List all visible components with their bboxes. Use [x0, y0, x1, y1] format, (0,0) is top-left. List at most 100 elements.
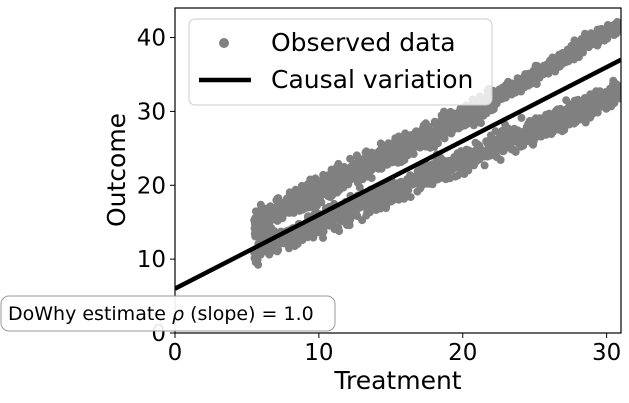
observed-data-point	[558, 49, 567, 57]
legend-label-causal: Causal variation	[271, 65, 473, 94]
annotation-prefix: DoWhy estimate	[8, 303, 172, 325]
observed-data-point	[294, 199, 303, 208]
observed-data-point	[384, 139, 393, 148]
observed-data-point	[452, 161, 461, 169]
observed-data-point	[529, 66, 538, 75]
annotation-box	[0, 295, 336, 332]
observed-data-point	[514, 126, 523, 135]
observed-data-point	[551, 122, 559, 131]
observed-data-point	[409, 150, 418, 158]
observed-data-point	[333, 174, 342, 183]
observed-data-point	[374, 186, 383, 195]
observed-data-point	[334, 223, 343, 232]
observed-data-point	[371, 196, 380, 205]
observed-data-point	[556, 123, 565, 131]
y-axis-label: Outcome	[102, 113, 131, 227]
observed-data-point	[349, 207, 358, 216]
observed-data-point	[562, 105, 571, 114]
observed-data-point	[462, 109, 471, 118]
observed-data-point	[333, 188, 342, 197]
observed-data-point	[547, 59, 556, 68]
observed-data-point	[564, 57, 573, 66]
observed-data-point	[540, 118, 549, 127]
legend: Observed data Causal variation	[188, 18, 493, 106]
y-tick-label: 40	[137, 26, 166, 52]
observed-data-point	[389, 183, 397, 192]
y-tick-label: 20	[137, 173, 166, 199]
observed-data-point	[313, 190, 322, 199]
observed-data-point	[408, 130, 417, 139]
observed-data-point	[428, 132, 437, 141]
observed-data-point	[281, 199, 290, 208]
observed-data-point	[269, 208, 278, 217]
observed-data-point	[574, 113, 583, 122]
observed-data-point	[459, 153, 468, 162]
observed-data-point	[280, 239, 289, 248]
observed-data-point	[251, 207, 260, 216]
observed-data-point	[346, 154, 355, 163]
observed-data-point	[489, 135, 498, 144]
observed-data-point	[278, 209, 287, 218]
observed-data-point	[392, 150, 401, 159]
observed-data-point	[345, 217, 354, 226]
observed-data-point	[440, 134, 449, 143]
observed-data-point	[517, 80, 525, 89]
observed-data-point	[340, 211, 349, 220]
observed-data-point	[309, 233, 318, 242]
x-axis: 0 10 20 30	[168, 333, 621, 366]
observed-data-point	[598, 25, 607, 34]
legend-marker-observed	[219, 38, 229, 48]
x-axis-label: Treatment	[333, 366, 461, 395]
observed-data-point	[564, 118, 572, 126]
observed-data-point	[496, 156, 505, 164]
y-tick-label: 10	[137, 247, 166, 273]
observed-data-point	[355, 202, 364, 211]
annotation-symbol: ρ	[172, 303, 184, 325]
observed-data-point	[394, 132, 403, 141]
observed-data-point	[495, 85, 504, 94]
observed-data-point	[531, 121, 540, 130]
observed-data-point	[509, 134, 518, 143]
observed-data-point	[311, 174, 320, 183]
x-tick-label: 20	[448, 340, 477, 366]
x-tick-label: 30	[592, 340, 621, 366]
observed-data-point	[380, 195, 389, 203]
observed-data-point	[406, 175, 415, 184]
observed-data-point	[583, 101, 592, 110]
observed-data-point	[516, 136, 525, 145]
observed-data-point	[482, 109, 491, 118]
y-tick-label: 30	[137, 99, 166, 125]
observed-data-point	[460, 170, 469, 178]
observed-data-point	[471, 138, 480, 147]
observed-data-point	[361, 148, 370, 157]
observed-data-point	[555, 62, 564, 71]
observed-data-point	[498, 126, 507, 135]
observed-data-point	[507, 127, 516, 136]
observed-data-point	[464, 146, 473, 155]
observed-data-point	[294, 188, 302, 197]
observed-data-point	[250, 220, 259, 229]
observed-data-point	[327, 181, 336, 190]
observed-data-point	[398, 146, 407, 155]
observed-data-point	[270, 244, 279, 253]
observed-data-point	[581, 36, 590, 45]
observed-data-point	[608, 22, 617, 31]
scatter-points	[250, 18, 621, 269]
observed-data-point	[373, 205, 382, 214]
observed-data-point	[364, 203, 373, 212]
causal-variation-line	[175, 57, 621, 291]
observed-data-point	[433, 175, 442, 184]
observed-data-point	[541, 66, 550, 75]
observed-data-point	[577, 43, 586, 52]
observed-data-point	[562, 96, 571, 105]
observed-data-point	[413, 137, 422, 146]
observed-data-point	[490, 147, 499, 156]
observed-data-point	[614, 87, 621, 96]
observed-data-point	[588, 110, 597, 119]
observed-data-point	[367, 174, 376, 182]
observed-data-point	[434, 156, 443, 165]
observed-data-point	[470, 153, 479, 162]
observed-data-point	[329, 212, 338, 220]
observed-data-point	[371, 162, 380, 171]
observed-data-point	[426, 176, 434, 185]
